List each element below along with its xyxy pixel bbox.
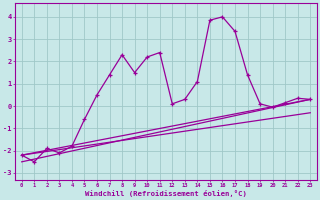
X-axis label: Windchill (Refroidissement éolien,°C): Windchill (Refroidissement éolien,°C) [85,190,247,197]
